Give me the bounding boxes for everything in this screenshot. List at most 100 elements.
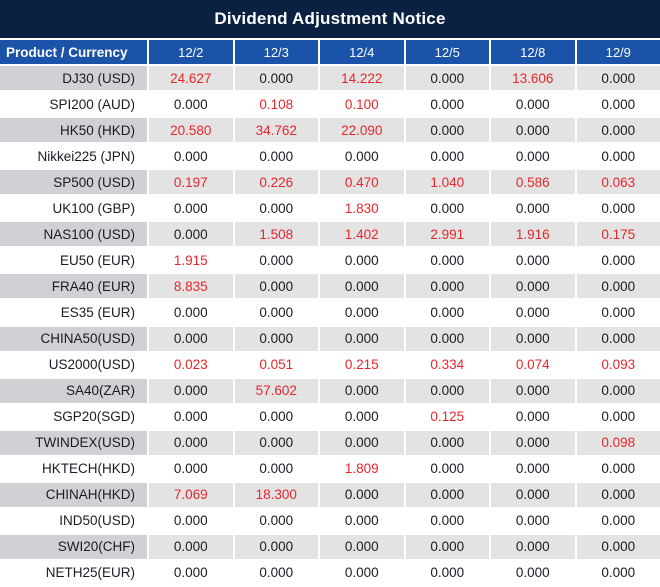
- value-cell: 0.000: [491, 430, 575, 455]
- value-cell: 0.000: [234, 196, 318, 221]
- value-cell: 0.000: [576, 326, 660, 351]
- column-header-12-4: 12/4: [320, 40, 404, 65]
- value-cell: 0.000: [576, 66, 660, 91]
- value-cell: 7.069: [149, 482, 233, 507]
- value-cell: 0.000: [234, 248, 318, 273]
- value-cell: 0.000: [491, 456, 575, 481]
- value-cell: 0.000: [491, 300, 575, 325]
- value-cell: 0.000: [149, 92, 233, 117]
- value-cell: 0.000: [149, 196, 233, 221]
- product-cell: ES35 (EUR): [0, 300, 147, 325]
- value-cell: 0.197: [149, 170, 233, 195]
- value-cell: 2.991: [405, 222, 489, 247]
- value-cell: 0.000: [320, 274, 404, 299]
- value-cell: 18.300: [234, 482, 318, 507]
- value-cell: 0.000: [576, 378, 660, 403]
- value-cell: 0.000: [491, 274, 575, 299]
- value-cell: 0.000: [405, 378, 489, 403]
- value-cell: 1.040: [405, 170, 489, 195]
- product-cell: TWINDEX(USD): [0, 430, 147, 455]
- value-cell: 0.000: [576, 534, 660, 559]
- value-cell: 1.508: [234, 222, 318, 247]
- value-cell: 0.000: [491, 482, 575, 507]
- product-cell: SPI200 (AUD): [0, 92, 147, 117]
- value-cell: 34.762: [234, 118, 318, 143]
- product-cell: HKTECH(HKD): [0, 456, 147, 481]
- value-cell: 0.000: [234, 560, 318, 585]
- value-cell: 0.000: [149, 300, 233, 325]
- value-cell: 0.023: [149, 352, 233, 377]
- value-cell: 0.000: [576, 300, 660, 325]
- value-cell: 0.586: [491, 170, 575, 195]
- product-cell: DJ30 (USD): [0, 66, 147, 91]
- product-cell: US2000(USD): [0, 352, 147, 377]
- value-cell: 1.809: [320, 456, 404, 481]
- product-cell: FRA40 (EUR): [0, 274, 147, 299]
- value-cell: 0.000: [234, 274, 318, 299]
- value-cell: 0.000: [149, 456, 233, 481]
- product-cell: CHINA50(USD): [0, 326, 147, 351]
- value-cell: 0.098: [576, 430, 660, 455]
- dividend-table: Product / Currency 12/2 12/3 12/4 12/5 12/8 1…: [0, 38, 660, 585]
- column-header-12-8: 12/8: [491, 40, 575, 65]
- value-cell: 0.000: [320, 508, 404, 533]
- value-cell: 0.000: [320, 300, 404, 325]
- value-cell: 0.000: [405, 560, 489, 585]
- value-cell: 0.000: [405, 430, 489, 455]
- value-cell: 0.000: [149, 378, 233, 403]
- value-cell: 0.000: [491, 144, 575, 169]
- value-cell: 0.000: [234, 430, 318, 455]
- value-cell: 1.402: [320, 222, 404, 247]
- value-cell: 8.835: [149, 274, 233, 299]
- value-cell: 0.000: [405, 118, 489, 143]
- value-cell: 0.000: [576, 196, 660, 221]
- value-cell: 0.000: [234, 300, 318, 325]
- value-cell: 0.000: [576, 456, 660, 481]
- value-cell: 0.000: [149, 430, 233, 455]
- value-cell: 0.000: [491, 508, 575, 533]
- column-header-12-2: 12/2: [149, 40, 233, 65]
- value-cell: 0.000: [320, 534, 404, 559]
- value-cell: 0.000: [149, 560, 233, 585]
- product-cell: NETH25(EUR): [0, 560, 147, 585]
- value-cell: 0.470: [320, 170, 404, 195]
- product-cell: SGP20(SGD): [0, 404, 147, 429]
- value-cell: 1.915: [149, 248, 233, 273]
- value-cell: 0.000: [234, 66, 318, 91]
- value-cell: 14.222: [320, 66, 404, 91]
- value-cell: 0.000: [576, 118, 660, 143]
- value-cell: 0.108: [234, 92, 318, 117]
- value-cell: 0.000: [576, 248, 660, 273]
- value-cell: 0.000: [576, 482, 660, 507]
- product-cell: HK50 (HKD): [0, 118, 147, 143]
- value-cell: 0.000: [149, 534, 233, 559]
- value-cell: 0.000: [576, 560, 660, 585]
- value-cell: 0.051: [234, 352, 318, 377]
- notice-title: Dividend Adjustment Notice: [0, 0, 660, 38]
- value-cell: 0.000: [405, 66, 489, 91]
- value-cell: 0.000: [491, 534, 575, 559]
- value-cell: 0.074: [491, 352, 575, 377]
- column-header-product-currency: Product / Currency: [0, 40, 147, 65]
- product-cell: NAS100 (USD): [0, 222, 147, 247]
- value-cell: 0.000: [405, 248, 489, 273]
- value-cell: 0.000: [405, 326, 489, 351]
- value-cell: 0.000: [320, 560, 404, 585]
- value-cell: 0.093: [576, 352, 660, 377]
- value-cell: 0.175: [576, 222, 660, 247]
- value-cell: 57.602: [234, 378, 318, 403]
- value-cell: 0.226: [234, 170, 318, 195]
- value-cell: 0.000: [149, 222, 233, 247]
- product-cell: IND50(USD): [0, 508, 147, 533]
- product-cell: SP500 (USD): [0, 170, 147, 195]
- value-cell: 20.580: [149, 118, 233, 143]
- value-cell: 13.606: [491, 66, 575, 91]
- value-cell: 0.000: [491, 248, 575, 273]
- value-cell: 0.000: [491, 404, 575, 429]
- value-cell: 0.000: [234, 326, 318, 351]
- value-cell: 0.000: [234, 144, 318, 169]
- value-cell: 0.000: [234, 456, 318, 481]
- value-cell: 0.000: [320, 326, 404, 351]
- value-cell: 0.000: [405, 144, 489, 169]
- product-cell: Nikkei225 (JPN): [0, 144, 147, 169]
